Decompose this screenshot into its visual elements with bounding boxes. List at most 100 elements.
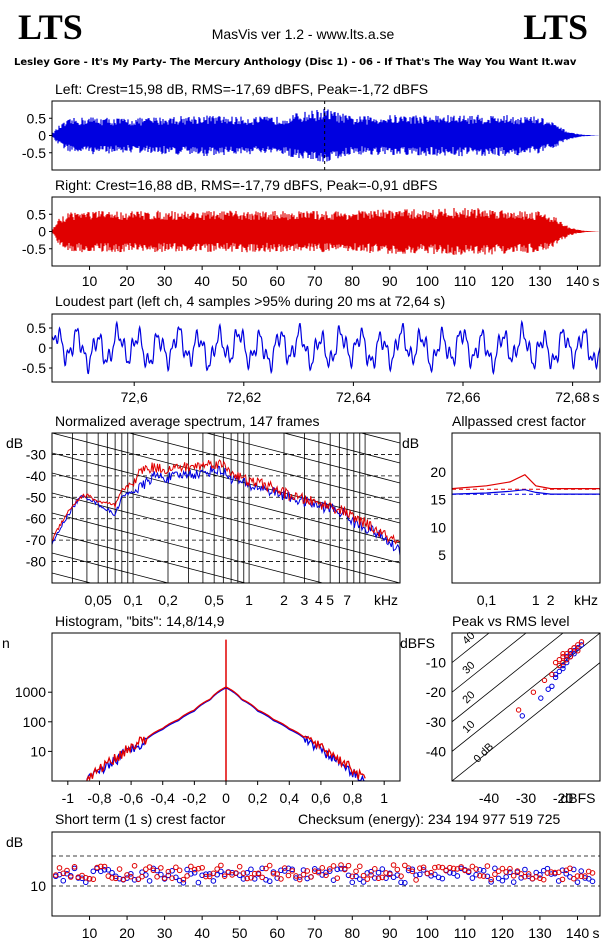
peak-rms-xtick-label: -40: [479, 790, 499, 806]
crest-point-left: [409, 866, 416, 873]
crest-point-left: [206, 871, 213, 877]
right-channel-ytick-label: 0.5: [27, 206, 47, 222]
crest-point-right: [334, 875, 341, 881]
crest-point-right: [82, 874, 89, 881]
histogram-title: Histogram, "bits": 14,8/14,9: [55, 613, 225, 629]
crest-point-right: [368, 872, 374, 878]
crest-point-left: [266, 878, 273, 885]
crest-point-right: [274, 871, 281, 877]
peak-rms-point-left: [538, 695, 544, 701]
crest-point-left: [492, 865, 498, 872]
right-channel-ytick-label: 0: [38, 224, 46, 240]
allpassed-ytick-label: 15: [430, 492, 446, 508]
crest-point-right: [387, 871, 393, 878]
crest-point-right: [484, 863, 491, 869]
crest-factor-title: Short term (1 s) crest factor: [55, 811, 226, 827]
crest-point-right: [394, 866, 401, 873]
checksum-text: Checksum (energy): 234 194 977 519 725: [298, 811, 561, 827]
spectrum-slope-line: [52, 452, 400, 544]
crest-point-left: [345, 872, 352, 879]
crest-point-right: [263, 865, 269, 872]
histogram-ylabel: n: [2, 635, 10, 651]
crest-point-right: [480, 873, 487, 879]
crest-point-right: [94, 864, 100, 871]
crest-point-right: [281, 865, 288, 871]
crest-point-right: [488, 876, 494, 883]
crest-point-right: [173, 864, 179, 871]
crest-xtick-label: 50: [232, 925, 248, 941]
crest-point-right: [458, 864, 464, 870]
histogram-xtick-label: 0,8: [343, 790, 363, 806]
crest-point-right: [402, 862, 408, 869]
spectrum-series-right: [52, 459, 400, 545]
crest-point-right: [323, 872, 329, 879]
crest-point-left: [417, 871, 423, 878]
crest-point-left: [146, 878, 153, 884]
left-channel-ytick-label: 0.5: [27, 110, 47, 126]
spectrum-xtick-label: 0,1: [123, 592, 143, 608]
crest-point-right: [356, 863, 363, 870]
crest-frame: [51, 831, 601, 917]
crest-point-right: [135, 876, 142, 883]
peak-vs-rms-title: Peak vs RMS level: [452, 613, 570, 629]
crest-point-left: [109, 869, 115, 876]
spectrum-slope-line: [52, 552, 170, 583]
peak-rms-ytick-label: -20: [426, 684, 446, 700]
crest-point-left: [394, 872, 401, 878]
crest-ytick-label: 10: [30, 878, 46, 894]
crest-point-left: [259, 865, 265, 872]
loudest-ytick-label: -0.5: [22, 360, 46, 376]
crest-point-right: [259, 874, 265, 881]
right-channel-xtick-label: 80: [344, 273, 360, 289]
crest-point-right: [315, 869, 322, 876]
peak-rms-point-right: [564, 651, 570, 657]
crest-point-right: [233, 870, 239, 876]
histogram-series-right: [86, 686, 366, 781]
crest-point-right: [97, 863, 104, 870]
spectrum-slope-line: [52, 433, 400, 524]
crest-point-left: [244, 869, 250, 876]
crest-point-left: [439, 875, 446, 882]
right-channel-xtick-label: 110: [454, 273, 477, 289]
crest-point-right: [319, 865, 326, 871]
crest-point-left: [210, 878, 217, 884]
crest-point-right: [559, 876, 566, 883]
spectrum-xtick-label: 7: [343, 592, 351, 608]
right-channel-title: Right: Crest=16,88 dB, RMS=-17,79 dBFS, …: [55, 177, 438, 193]
peak-rms-xtick-label: -20: [553, 790, 573, 806]
crest-point-right: [525, 871, 532, 877]
left-channel-waveform: [52, 108, 600, 162]
crest-point-right: [398, 873, 404, 879]
crest-point-left: [323, 869, 329, 876]
peak-rms-point-left: [556, 668, 562, 675]
crest-point-left: [128, 870, 134, 877]
crest-point-right: [266, 862, 273, 869]
allpassed-title: Allpassed crest factor: [452, 413, 586, 429]
crest-point-left: [469, 875, 476, 881]
allpassed-xtick-label: 1: [532, 592, 540, 608]
crest-point-left: [488, 879, 494, 885]
crest-point-right: [518, 871, 524, 877]
crest-point-right: [214, 866, 220, 872]
crest-point-right: [447, 864, 453, 871]
crest-point-right: [150, 867, 157, 874]
app-title: MasVis ver 1.2 - www.lts.a.se: [211, 26, 395, 42]
spectrum-slope-line: [282, 433, 400, 464]
crest-point-left: [499, 877, 506, 884]
track-title: Lesley Gore - It's My Party- The Mercury…: [14, 57, 577, 68]
crest-point-left: [375, 869, 382, 876]
crest-point-left: [480, 867, 487, 874]
peak-rms-point-left: [571, 651, 577, 657]
crest-point-right: [364, 876, 371, 882]
crest-point-left: [473, 871, 479, 878]
spectrum-xtick-label: 2: [280, 592, 288, 608]
crest-point-right: [101, 863, 108, 870]
spectrum-slope-line: [52, 532, 247, 583]
crest-point-right: [413, 877, 419, 883]
crest-point-left: [229, 869, 235, 876]
crest-point-right: [417, 865, 423, 871]
crest-point-left: [326, 868, 333, 874]
crest-point-right: [405, 865, 412, 871]
peak-rms-point-right: [549, 671, 555, 678]
spectrum-ytick-label: -60: [26, 511, 46, 527]
